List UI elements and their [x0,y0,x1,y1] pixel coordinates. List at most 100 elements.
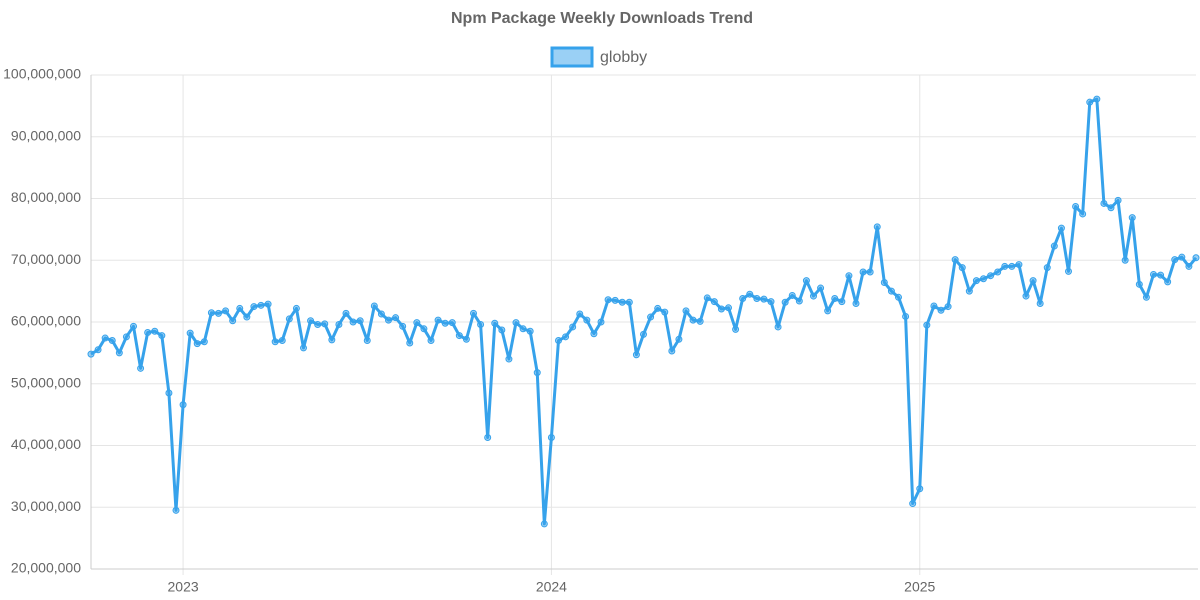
data-point [300,344,307,352]
legend-label: globby [600,49,647,66]
data-point [732,325,740,333]
data-point [1192,254,1200,262]
y-tick-label: 60,000,000 [11,313,81,329]
data-point [448,319,456,327]
data-point [576,310,584,318]
data-point [1107,204,1115,212]
data-point [838,298,846,306]
data-point [278,337,286,345]
data-point [625,298,633,306]
data-point [377,310,385,318]
data-point [710,298,718,306]
data-point [1128,214,1136,222]
data-point [264,300,272,308]
data-point [987,272,995,280]
data-point [385,316,392,324]
data-point [292,304,300,312]
data-point [717,305,725,313]
data-point [774,323,782,331]
data-point [484,433,492,441]
data-point [916,485,924,493]
data-point [583,316,591,324]
data-point [781,298,789,306]
data-point [335,320,343,328]
data-point [420,325,428,333]
y-tick-label: 80,000,000 [11,189,81,205]
data-point [1072,203,1080,211]
data-point [271,338,279,346]
data-point [257,301,265,309]
data-point [1057,224,1065,232]
data-point [547,433,555,441]
data-point [427,337,435,345]
data-point [859,268,867,276]
data-point [1178,253,1186,261]
data-point [165,389,173,397]
data-point [1015,261,1023,269]
data-point [725,304,732,312]
data-point [1164,278,1172,286]
data-point [101,334,109,342]
data-point [434,316,442,324]
data-point [972,277,980,285]
y-tick-label: 20,000,000 [11,560,81,576]
data-point [824,307,832,315]
data-point [505,355,513,363]
data-point [356,317,364,325]
data-point [760,295,768,303]
data-point [895,293,902,301]
data-point [618,298,626,306]
data-point [137,364,145,372]
data-point [470,309,477,317]
data-point [767,298,775,306]
data-point [1157,271,1165,279]
data-point [307,317,315,325]
data-point [1185,262,1193,270]
data-point [1135,280,1143,288]
data-point [1001,262,1009,270]
data-point [887,287,895,295]
data-point [399,322,407,330]
data-point [661,308,669,316]
data-point [314,320,322,328]
data-point [477,320,485,328]
data-point [540,520,548,528]
data-point [640,330,647,338]
data-point [654,304,662,312]
data-point [1022,292,1030,300]
data-point [810,292,817,300]
data-point [392,314,400,322]
data-point [441,319,449,327]
data-point [965,287,973,295]
data-point [406,339,414,347]
data-point [130,322,137,330]
data-point [512,319,520,327]
data-point [944,303,952,311]
y-tick-label: 100,000,000 [3,66,81,82]
data-point [321,320,329,328]
data-point [186,329,194,337]
data-point [1150,270,1157,278]
data-point [994,268,1002,276]
data-point [158,332,166,340]
data-point [831,295,839,303]
data-point [852,299,860,307]
data-point [1142,293,1150,301]
data-point [151,327,159,335]
data-point [555,337,562,345]
data-point [455,332,463,340]
y-tick-label: 50,000,000 [11,374,81,390]
data-point [519,325,527,333]
data-point [229,317,237,325]
data-point [87,350,95,358]
data-point [1114,196,1122,204]
data-point [250,303,258,311]
data-point [491,319,499,327]
data-point [207,309,215,317]
data-point [647,313,655,321]
data-point [122,333,130,341]
data-point [980,275,987,283]
data-point [590,330,598,338]
data-point [1121,256,1129,264]
